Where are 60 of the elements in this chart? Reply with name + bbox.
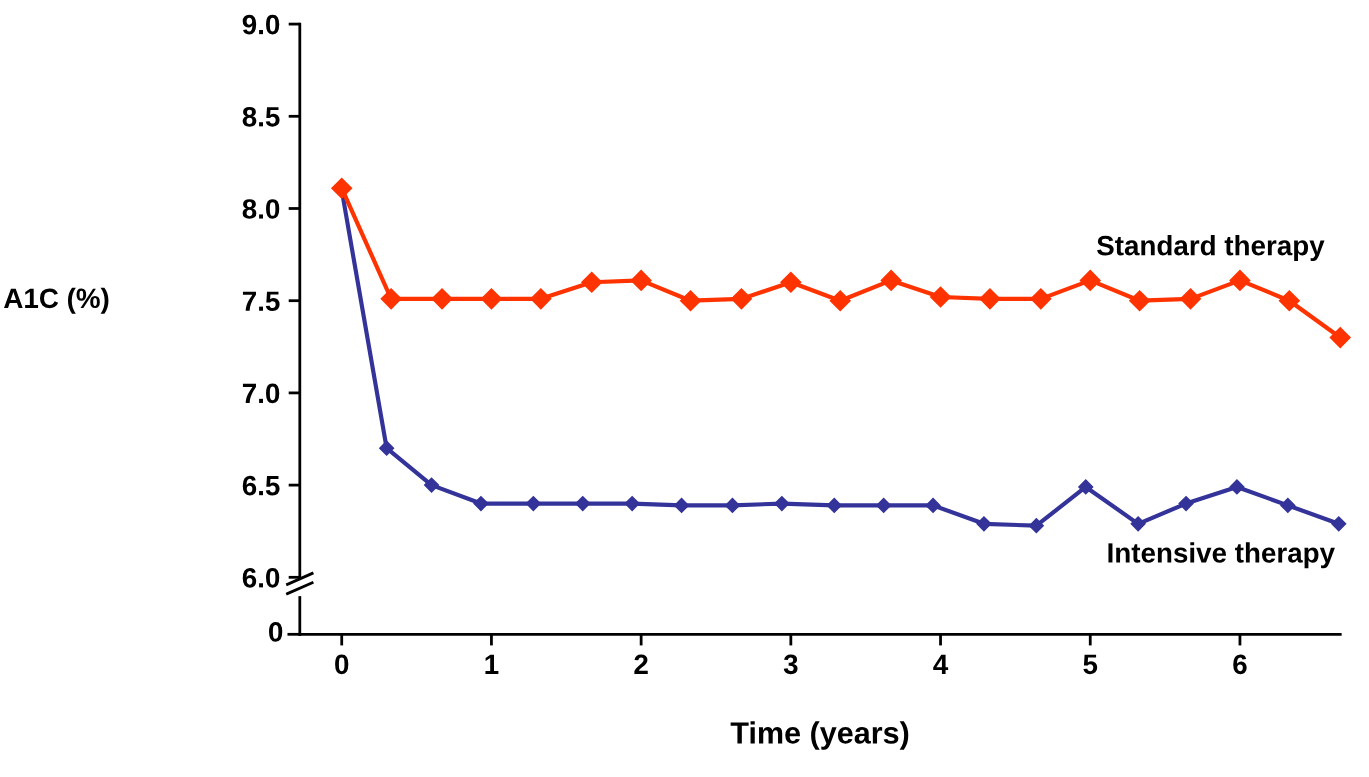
x-tick-label: 5 — [1083, 654, 1098, 675]
point — [930, 286, 952, 308]
point — [423, 477, 440, 493]
y-tick-label: 8.5 — [242, 106, 280, 127]
point — [724, 497, 741, 513]
point — [530, 288, 552, 310]
point — [1129, 290, 1151, 312]
point — [380, 288, 402, 310]
point — [880, 269, 902, 291]
point — [730, 288, 752, 310]
y-axis-title: A1C (%) — [4, 287, 109, 314]
point — [876, 497, 892, 513]
point — [1028, 518, 1044, 534]
point — [1079, 269, 1101, 291]
series-label: Intensive therapy — [1108, 542, 1335, 569]
point — [1329, 327, 1351, 349]
point — [774, 495, 790, 512]
point — [1331, 516, 1347, 532]
x-tick-label: 4 — [933, 654, 949, 674]
point — [976, 516, 992, 532]
point — [979, 288, 1001, 310]
y-tick-label: 7.0 — [242, 383, 280, 404]
point — [680, 290, 702, 312]
y-tick-label: 6.5 — [242, 475, 280, 496]
point — [826, 497, 842, 513]
point — [581, 271, 603, 293]
y-tick-label: 6.0 — [242, 567, 280, 588]
point — [575, 495, 591, 512]
point — [1030, 288, 1052, 310]
x-tick-label: 2 — [634, 654, 648, 674]
point — [1178, 495, 1194, 512]
x-tick-label: 1 — [485, 654, 499, 674]
x-tick-label: 6 — [1233, 654, 1247, 675]
point — [1180, 288, 1202, 310]
series-label: Standard therapy — [1097, 235, 1325, 261]
x-tick-label: 3 — [783, 654, 798, 675]
y-tick-label: 8.0 — [242, 199, 280, 219]
point — [630, 269, 652, 291]
point — [331, 177, 353, 199]
point — [1229, 479, 1245, 495]
point — [480, 288, 502, 310]
point — [780, 271, 802, 293]
point — [673, 497, 690, 513]
point — [473, 495, 489, 512]
y-tick-label: 9.0 — [242, 14, 280, 35]
point — [1130, 516, 1146, 532]
x-axis-title: Time (years) — [730, 721, 909, 750]
point — [431, 288, 453, 310]
point — [925, 497, 941, 513]
text: 0 — [269, 622, 283, 642]
point — [1278, 290, 1300, 312]
point — [1280, 497, 1296, 513]
point — [1229, 269, 1251, 291]
point — [1078, 479, 1094, 495]
y-tick-label: 7.5 — [242, 291, 280, 312]
x-tick-label: 0 — [335, 654, 349, 675]
point — [624, 495, 640, 512]
point — [379, 440, 395, 456]
point — [829, 290, 851, 312]
point — [525, 495, 541, 512]
